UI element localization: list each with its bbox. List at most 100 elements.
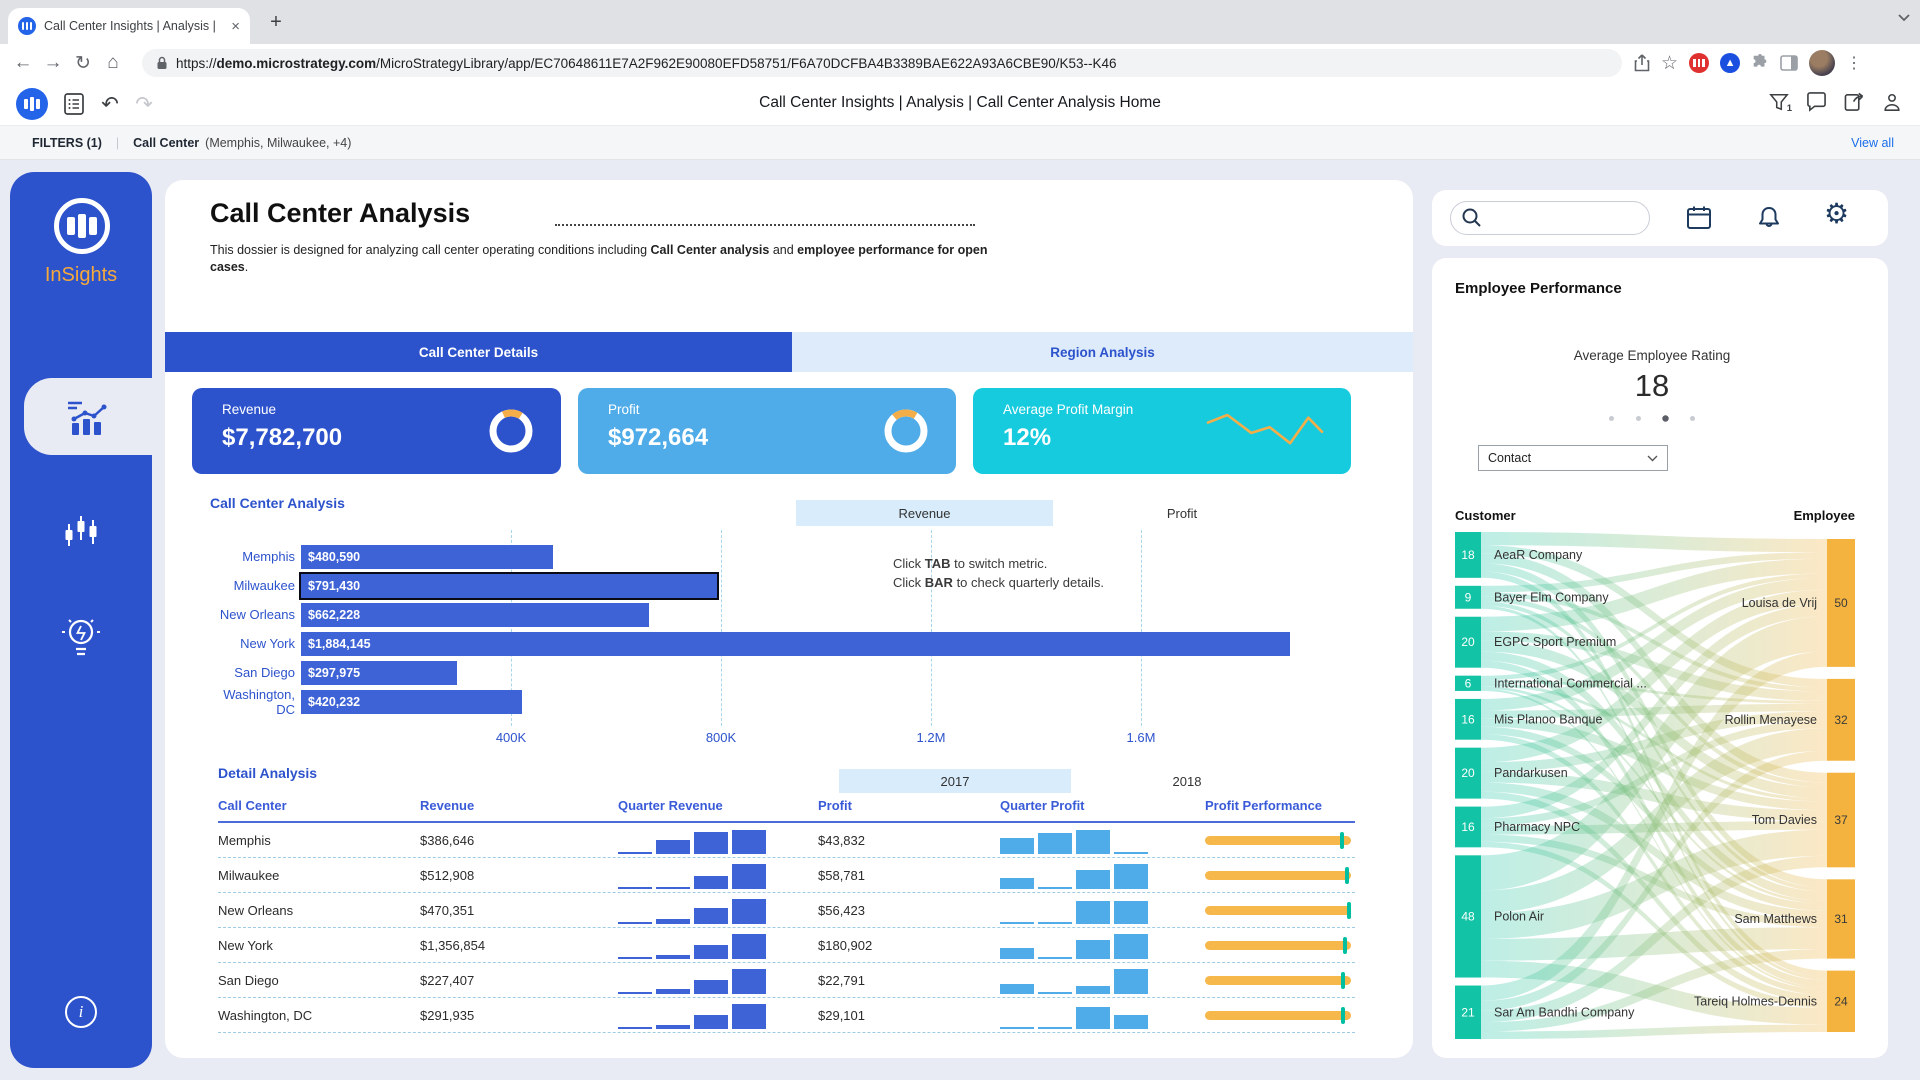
col-profit[interactable]: Profit [818, 798, 1000, 813]
table-row[interactable]: San Diego$227,407$22,791 [218, 963, 1355, 998]
col-quarter-profit[interactable]: Quarter Profit [1000, 798, 1205, 813]
cell-quarter-profit [1000, 1001, 1205, 1029]
sidebar-item-dashboard[interactable] [24, 378, 152, 455]
sankey-node-value: 31 [1834, 912, 1848, 926]
revenue-bar[interactable]: $662,228 [301, 603, 649, 627]
sankey-node-value: 16 [1461, 712, 1475, 726]
new-tab-button[interactable]: + [262, 8, 290, 36]
bar-row: Washington, DC$420,232 [210, 687, 1410, 716]
mini-bar [618, 922, 652, 924]
page-dot[interactable] [1690, 416, 1695, 421]
tab-call-center-details[interactable]: Call Center Details [165, 332, 792, 372]
filter-panel-icon[interactable]: 1 [1769, 92, 1789, 112]
kpi-card-avg-profit-margin[interactable]: Average Profit Margin 12% [973, 388, 1351, 474]
mini-bar [1114, 864, 1148, 889]
col-call-center[interactable]: Call Center [218, 798, 420, 813]
sankey-node-value: 32 [1834, 713, 1848, 727]
share-page-icon[interactable] [1634, 54, 1650, 72]
revenue-bar[interactable]: $297,975 [301, 661, 457, 685]
year-tabs: 2017 2018 [839, 769, 1303, 793]
sankey-node-label: Sam Matthews [1734, 912, 1817, 926]
sankey-node-value: 37 [1834, 813, 1848, 827]
settings-gear-icon[interactable]: ⚙ [1824, 200, 1849, 228]
mini-bar [618, 887, 652, 889]
share-icon[interactable] [1844, 92, 1865, 112]
profile-avatar[interactable] [1809, 50, 1835, 76]
cell-profit: $29,101 [818, 1008, 1000, 1023]
col-profit-performance[interactable]: Profit Performance [1205, 798, 1355, 813]
year-tab-2017[interactable]: 2017 [839, 769, 1071, 793]
tab-close-icon[interactable]: × [231, 18, 240, 35]
col-quarter-revenue[interactable]: Quarter Revenue [618, 798, 818, 813]
kpi-card-revenue[interactable]: Revenue $7,782,700 [192, 388, 561, 474]
account-icon[interactable] [1882, 92, 1902, 112]
forward-icon[interactable]: → [38, 52, 68, 74]
insights-logo-icon [54, 198, 110, 254]
cell-profit-performance [1205, 827, 1355, 853]
mini-bar [732, 934, 766, 959]
search-icon [1461, 207, 1483, 229]
page-dot[interactable] [1636, 416, 1641, 421]
page-title: Call Center Analysis [210, 198, 470, 229]
comments-icon[interactable] [1806, 92, 1827, 112]
app-toolbar: ↶ ↷ Call Center Insights | Analysis | Ca… [0, 82, 1920, 126]
browser-menu-icon[interactable]: ⋮ [1846, 53, 1862, 73]
revenue-bar[interactable]: $480,590 [301, 545, 553, 569]
sidebar-item-insights-bulb[interactable] [10, 616, 152, 662]
tabstrip-chevron-icon[interactable] [1898, 14, 1910, 22]
tab-region-analysis[interactable]: Region Analysis [792, 332, 1413, 372]
table-row[interactable]: Washington, DC$291,935$29,101 [218, 998, 1355, 1033]
page-dot[interactable] [1662, 415, 1669, 422]
sidebar-info-button[interactable]: i [10, 996, 152, 1028]
metric-tab-revenue[interactable]: Revenue [796, 500, 1053, 526]
extension-blue-icon[interactable]: ▲ [1720, 53, 1740, 73]
back-icon[interactable]: ← [8, 52, 38, 74]
cell-quarter-revenue [618, 931, 818, 959]
revenue-bar[interactable]: $1,884,145 [301, 632, 1290, 656]
metric-tab-profit[interactable]: Profit [1053, 500, 1311, 526]
sidebar-item-candlestick[interactable] [10, 512, 152, 556]
table-row[interactable]: New Orleans$470,351$56,423 [218, 893, 1355, 928]
extension-red-icon[interactable] [1689, 53, 1709, 73]
calendar-icon[interactable] [1686, 205, 1712, 231]
bookmark-star-icon[interactable]: ☆ [1661, 52, 1678, 75]
pagination-dots[interactable] [1432, 416, 1872, 421]
page-description: This dossier is designed for analyzing c… [210, 242, 990, 276]
sankey-node-value: 48 [1461, 909, 1475, 923]
table-row[interactable]: New York$1,356,854$180,902 [218, 928, 1355, 963]
sankey-node-label: Pharmacy NPC [1494, 820, 1580, 834]
mini-bar [1038, 833, 1072, 854]
filter-name[interactable]: Call Center [133, 136, 199, 150]
extensions-puzzle-icon[interactable] [1751, 54, 1769, 72]
chart-section-title: Call Center Analysis [210, 495, 345, 511]
sankey-chart[interactable]: 18AeaR Company9Bayer Elm Company20EGPC S… [1455, 528, 1855, 1043]
notifications-bell-icon[interactable] [1756, 205, 1782, 231]
home-icon[interactable]: ⌂ [98, 52, 128, 74]
url-field[interactable]: https://demo.microstrategy.com/MicroStra… [142, 49, 1622, 77]
sankey-node-value: 16 [1461, 820, 1475, 834]
col-revenue[interactable]: Revenue [420, 798, 618, 813]
cell-revenue: $512,908 [420, 868, 618, 883]
table-row[interactable]: Milwaukee$512,908$58,781 [218, 858, 1355, 893]
detail-table: Call Center Revenue Quarter Revenue Prof… [218, 798, 1355, 1033]
table-row[interactable]: Memphis$386,646$43,832 [218, 823, 1355, 858]
revenue-bar[interactable]: $420,232 [301, 690, 522, 714]
contact-dropdown[interactable]: Contact [1478, 445, 1668, 471]
sidebar: InSights i [10, 172, 152, 1068]
employee-performance-panel: Employee Performance Average Employee Ra… [1432, 258, 1888, 1058]
page-dot[interactable] [1609, 416, 1614, 421]
mini-bar [1076, 830, 1110, 854]
search-input[interactable] [1450, 201, 1650, 235]
kpi-card-profit[interactable]: Profit $972,664 [578, 388, 956, 474]
year-tab-2018[interactable]: 2018 [1071, 769, 1303, 793]
side-panel-icon[interactable] [1780, 55, 1798, 71]
mini-bar [1114, 934, 1148, 959]
avg-rating-label: Average Employee Rating [1432, 348, 1872, 363]
revenue-bar[interactable]: $791,430 [301, 574, 717, 598]
browser-tab[interactable]: Call Center Insights | Analysis | × [8, 8, 250, 44]
performance-tick [1341, 972, 1345, 989]
view-all-link[interactable]: View all [1851, 136, 1894, 150]
reload-icon[interactable]: ↻ [68, 52, 98, 75]
cell-profit: $58,781 [818, 868, 1000, 883]
cell-quarter-profit [1000, 966, 1205, 994]
